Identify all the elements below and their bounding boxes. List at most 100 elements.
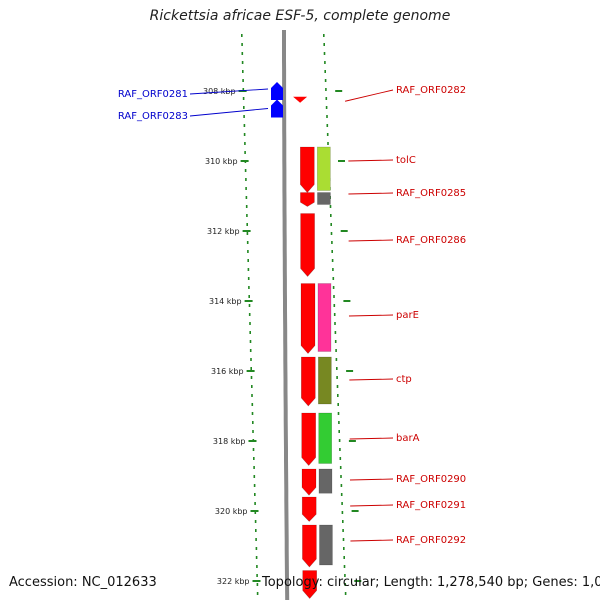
scale-dot (250, 367, 252, 370)
gene-label: RAF_ORF0292 (396, 535, 466, 546)
gene-label: parE (396, 310, 419, 321)
scale-dot (323, 43, 325, 46)
gene-block (318, 356, 332, 405)
scale-dot (333, 295, 335, 298)
tick-label: 320 kbp (215, 507, 248, 516)
scale-dot (251, 394, 253, 397)
tick-mark-right (354, 580, 362, 582)
cds-arrow (299, 146, 315, 193)
scale-dot (242, 88, 245, 91)
gene-label: barA (396, 433, 420, 444)
gene-leader-line (348, 314, 394, 317)
scale-dot (325, 88, 327, 91)
scale-dot (242, 97, 245, 100)
scale-dot (332, 277, 335, 280)
gene-leader-line (348, 159, 394, 162)
cds-arrow (300, 283, 316, 354)
scale-dot (338, 439, 341, 442)
tick-label: 308 kbp (203, 87, 236, 96)
scale-dot (330, 223, 332, 226)
gene-leader-line (350, 504, 394, 507)
scale-dot (333, 313, 336, 316)
scale-dot (249, 349, 252, 352)
gene-leader-line (348, 192, 394, 195)
scale-dot (323, 52, 326, 55)
gene-label: RAF_ORF0281 (118, 89, 188, 100)
scale-dot (242, 79, 244, 82)
scale-dot (243, 115, 245, 118)
gene-leader-line (349, 437, 394, 440)
scale-dot (324, 70, 326, 73)
scale-dot (342, 520, 344, 523)
scale-dot (255, 547, 258, 550)
gene-label: RAF_ORF0291 (396, 500, 466, 511)
scale-dot (245, 178, 247, 181)
scale-dot (342, 538, 345, 541)
scale-dot (250, 358, 252, 361)
scale-dot (336, 376, 338, 379)
scale-dot (341, 502, 343, 505)
map-title: Rickettsia africae ESF-5, complete genom… (149, 8, 451, 24)
scale-dot (241, 52, 244, 55)
gene-label: tolC (396, 155, 416, 166)
scale-dot (249, 331, 251, 334)
cds-arrow (302, 524, 317, 568)
scale-dot (247, 259, 249, 262)
tick-mark (250, 510, 259, 512)
scale-dot (337, 394, 339, 397)
scale-dot (342, 529, 344, 532)
gene-block (318, 468, 333, 494)
tick-mark-right (346, 370, 354, 372)
scale-dot (253, 466, 255, 469)
scale-dot (344, 583, 346, 586)
cds-arrow (301, 412, 317, 466)
scale-dot (252, 421, 254, 424)
scale-dot (253, 475, 256, 478)
gene-label: ctp (396, 374, 412, 385)
scale-dot (339, 448, 341, 451)
gene-label: RAF_ORF0285 (396, 188, 466, 199)
scale-dot (344, 574, 346, 577)
gene-block (317, 283, 332, 352)
scale-dot (250, 376, 253, 379)
scale-dot (251, 412, 254, 415)
scale-dot (326, 133, 329, 136)
tick-mark (248, 440, 257, 442)
scale-dot (329, 205, 332, 208)
gene-block (318, 412, 332, 464)
cds-arrow (300, 213, 315, 277)
scale-dot (324, 79, 327, 82)
gene-leader-line (349, 478, 394, 481)
scale-dot (254, 502, 256, 505)
scale-dot (248, 295, 250, 298)
scale-dot (249, 340, 252, 343)
reverse-gene-arrow (271, 99, 283, 118)
scale-dot (324, 61, 326, 64)
forward-gene-arrow (293, 96, 308, 103)
scale-dot (254, 511, 257, 514)
scale-dot (241, 34, 243, 37)
gene-leader-line (345, 89, 394, 102)
scale-dot (243, 106, 245, 109)
scale-dot (255, 529, 257, 532)
cds-arrow (301, 468, 317, 496)
scale-dot (335, 349, 337, 352)
scale-dot (337, 412, 340, 415)
scale-dot (325, 97, 328, 100)
gene-leader-line (189, 88, 269, 95)
gene-block (317, 146, 331, 191)
scale-dot (245, 196, 248, 199)
scale-dot (326, 115, 328, 118)
scale-dot (331, 241, 333, 244)
scale-dot (252, 448, 255, 451)
scale-dot (340, 475, 342, 478)
gene-leader-line (189, 108, 269, 117)
scale-dot (344, 592, 347, 595)
scale-dot (256, 583, 259, 586)
scale-dot (332, 286, 335, 289)
scale-dot (331, 259, 334, 262)
cds-arrow (301, 496, 317, 522)
scale-dot (244, 142, 246, 145)
tick-label: 312 kbp (207, 227, 240, 236)
